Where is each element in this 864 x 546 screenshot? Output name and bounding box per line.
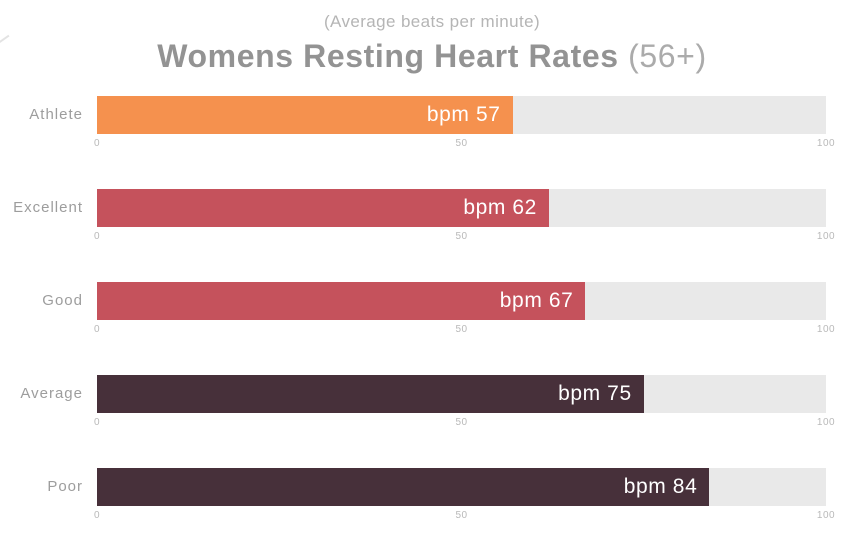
bar-value-label: bpm 84 [623, 475, 698, 498]
bar-value-label: bpm 75 [558, 382, 632, 405]
tick-label-0: 0 [93, 138, 101, 149]
chart-title-main: Womens Resting Heart Rates [157, 38, 619, 74]
bar-area: bpm 84 0 50 100 [93, 468, 835, 524]
category-label: Average [20, 385, 83, 402]
bar-fill: bpm 84 [97, 468, 710, 506]
bar-fill: bpm 75 [97, 375, 644, 413]
bar-track: bpm 75 [97, 375, 826, 413]
category-label: Good [42, 292, 83, 309]
bar-track: bpm 62 [97, 189, 826, 227]
bar-track: bpm 57 [97, 96, 826, 134]
bar-row-poor: Poor bpm 84 0 50 100 [0, 468, 864, 524]
bar-row-good: Good bpm 67 0 50 100 [0, 282, 864, 338]
chart-header: (Average beats per minute) Womens Restin… [0, 0, 864, 77]
category-label: Poor [47, 478, 83, 495]
tick-label-100: 100 [816, 510, 836, 521]
axis-ticks: 0 50 100 [93, 510, 835, 524]
chart-subtitle: (Average beats per minute) [323, 12, 541, 31]
bar-fill: bpm 62 [97, 189, 549, 227]
bar-chart: Athlete bpm 57 0 50 100 Excellent [0, 96, 864, 524]
tick-label-50: 50 [455, 417, 468, 428]
category-label: Athlete [29, 106, 83, 123]
tick-label-100: 100 [816, 138, 836, 149]
bar-track: bpm 84 [97, 468, 826, 506]
chart-title-suffix: (56+) [628, 38, 707, 74]
tick-label-50: 50 [455, 510, 468, 521]
bar-value-label: bpm 62 [463, 196, 537, 219]
tick-label-100: 100 [816, 231, 836, 242]
chart-title: Womens Resting Heart Rates (56+) [0, 35, 864, 77]
bar-track: bpm 67 [97, 282, 826, 320]
bar-value-label: bpm 67 [499, 289, 574, 312]
tick-label-0: 0 [93, 231, 101, 242]
bar-area: bpm 57 0 50 100 [93, 96, 835, 152]
axis-ticks: 0 50 100 [93, 231, 835, 245]
bar-area: bpm 67 0 50 100 [93, 282, 835, 338]
tick-label-50: 50 [455, 231, 468, 242]
bar-row-excellent: Excellent bpm 62 0 50 100 [0, 189, 864, 245]
axis-ticks: 0 50 100 [93, 324, 835, 338]
tick-label-0: 0 [93, 417, 101, 428]
tick-label-50: 50 [455, 324, 468, 335]
bar-fill: bpm 57 [97, 96, 513, 134]
tick-label-100: 100 [816, 417, 836, 428]
axis-ticks: 0 50 100 [93, 417, 835, 431]
bar-row-average: Average bpm 75 0 50 100 [0, 375, 864, 431]
bar-area: bpm 62 0 50 100 [93, 189, 835, 245]
bar-value-label: bpm 57 [426, 103, 501, 126]
category-label: Excellent [13, 199, 83, 216]
bar-area: bpm 75 0 50 100 [93, 375, 835, 431]
axis-ticks: 0 50 100 [93, 138, 835, 152]
tick-label-50: 50 [455, 138, 468, 149]
tick-label-0: 0 [93, 324, 101, 335]
tick-label-100: 100 [816, 324, 836, 335]
bar-fill: bpm 67 [97, 282, 586, 320]
bar-row-athlete: Athlete bpm 57 0 50 100 [0, 96, 864, 152]
tick-label-0: 0 [93, 510, 101, 521]
